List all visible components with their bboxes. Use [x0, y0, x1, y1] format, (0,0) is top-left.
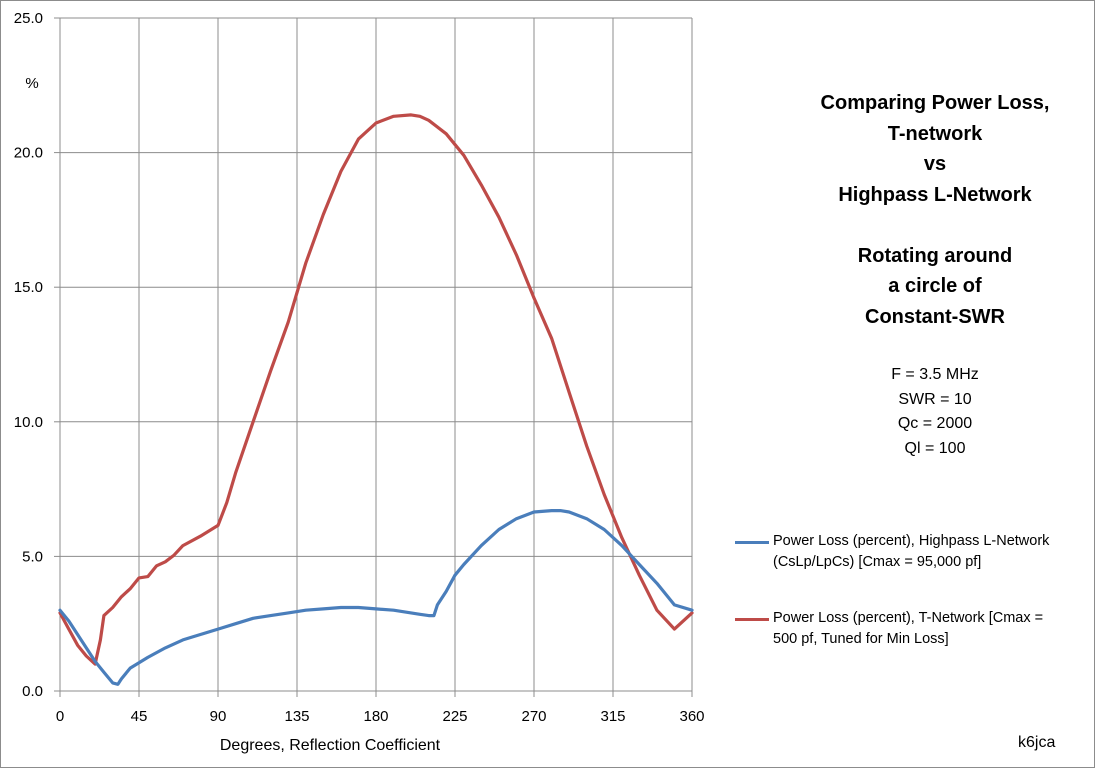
- x-tick-label: 270: [521, 708, 546, 725]
- x-tick-label: 135: [284, 708, 309, 725]
- legend-label: Power Loss (percent), Highpass L-Network…: [773, 531, 1088, 573]
- x-tick-label: 225: [442, 708, 467, 725]
- param-qc: Qc = 2000: [897, 415, 973, 432]
- param-frequency: F = 3.5 MHz: [891, 366, 979, 383]
- x-tick-label: 0: [56, 708, 64, 725]
- title-line: Highpass L-Network: [838, 183, 1032, 206]
- y-tick-label: 10.0: [14, 414, 43, 431]
- legend-label-line: 500 pf, Tuned for Min Loss]: [773, 631, 949, 647]
- y-tick-label: 5.0: [22, 548, 43, 565]
- legend-swatch-blue: [735, 541, 769, 544]
- credit-label: k6jca: [1018, 734, 1056, 751]
- grid-layer: [60, 17, 693, 691]
- legend-label-line: Power Loss (percent), Highpass L-Network: [773, 533, 1050, 549]
- title-line: T-network: [887, 122, 983, 145]
- x-tick-label: 360: [679, 708, 704, 725]
- title-line: Comparing Power Loss,: [820, 92, 1050, 114]
- param-swr: SWR = 10: [898, 390, 972, 408]
- param-ql: Ql = 100: [904, 439, 966, 457]
- y-tick-label: 0.0: [22, 683, 43, 700]
- chart-title: Comparing Power Loss, T-network vs Highp…: [790, 88, 1080, 332]
- legend-label: Power Loss (percent), T-Network [Cmax = …: [773, 608, 1088, 650]
- y-tick-label: 25.0: [14, 10, 43, 27]
- x-tick-label: 315: [600, 708, 625, 725]
- title-line: [790, 210, 1080, 241]
- axis-layer: 0.0 5.0 10.0 15.0 20.0 25.0 0 45 90 135 180 225 270 3…: [14, 10, 705, 725]
- title-line: Constant-SWR: [865, 305, 1005, 328]
- y-tick-label: 20.0: [14, 145, 43, 162]
- x-tick-label: 45: [131, 708, 148, 725]
- title-line: a circle of: [888, 275, 982, 297]
- legend-swatch-red: [735, 618, 769, 621]
- series-layer: [58, 113, 694, 686]
- x-axis-label: Degrees, Reflection Coefficient: [220, 737, 441, 754]
- x-tick-label: 180: [363, 708, 388, 725]
- series-line-l-network: [58, 509, 694, 686]
- y-axis-label: %: [25, 75, 38, 92]
- parameters-block: F = 3.5 MHz SWR = 10 Qc = 2000 Ql = 100: [840, 363, 1030, 461]
- y-tick-label: 15.0: [14, 279, 43, 296]
- x-tick-label: 90: [210, 708, 227, 725]
- title-line: vs: [923, 153, 947, 175]
- legend-label-line: Power Loss (percent), T-Network [Cmax =: [773, 610, 1044, 626]
- title-line: Rotating around: [857, 244, 1013, 267]
- series-line-t-network: [58, 113, 694, 666]
- legend-label-line: (CsLp/LpCs) [Cmax = 95,000 pf]: [773, 554, 982, 570]
